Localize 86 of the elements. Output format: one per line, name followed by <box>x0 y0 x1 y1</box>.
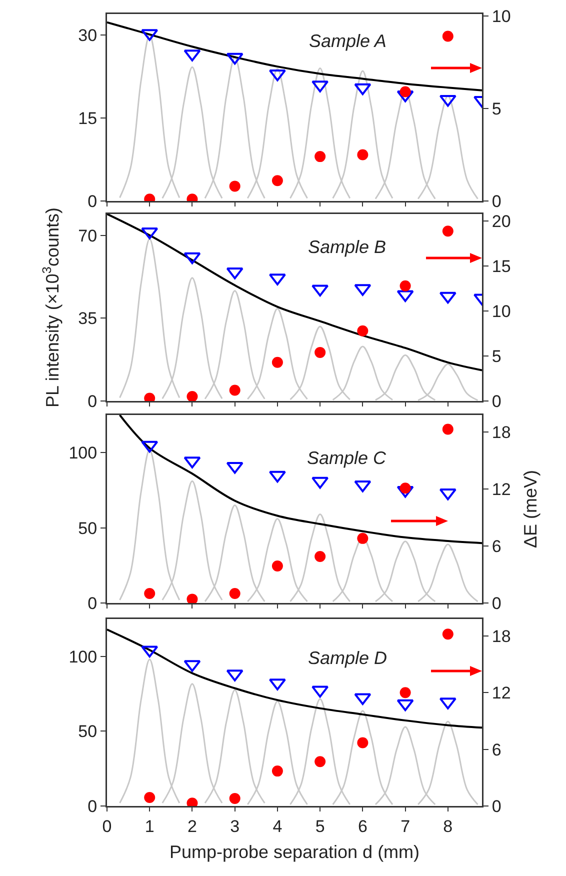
point <box>272 766 283 777</box>
point <box>314 346 326 358</box>
y2-tick-label: 18 <box>492 423 511 442</box>
y-tick-label: 35 <box>78 309 98 328</box>
point <box>357 532 368 544</box>
point <box>439 94 456 107</box>
line-series <box>107 21 482 92</box>
x-tick-label: 6 <box>358 816 368 836</box>
y-tick-label: 30 <box>78 26 98 45</box>
x-tick-label: 7 <box>400 816 410 836</box>
y2-tick-label: 18 <box>492 626 511 646</box>
y-tick-label: 70 <box>78 226 98 246</box>
point <box>442 628 454 640</box>
point <box>357 737 368 748</box>
point <box>354 83 372 96</box>
y-tick-label: 0 <box>88 192 98 211</box>
y2-axis-title: ΔE (meV) <box>520 470 541 548</box>
x-tick-label: 1 <box>144 816 154 836</box>
annotation: Sample C <box>307 448 388 468</box>
point <box>272 356 283 368</box>
x-axis-title: Pump-probe separation d (mm) <box>169 842 420 862</box>
point <box>442 424 454 435</box>
y2-tick-label: 0 <box>492 392 502 411</box>
x-tick-label: 3 <box>230 816 240 836</box>
y2-tick-label: 12 <box>492 684 511 703</box>
y-tick-label: 100 <box>68 444 98 463</box>
point <box>272 560 283 572</box>
point <box>400 280 411 292</box>
x-tick-label: 5 <box>315 816 325 836</box>
y-tick-label: 0 <box>88 392 98 411</box>
y2-tick-label: 10 <box>492 6 511 26</box>
point <box>442 30 454 42</box>
y-tick-label: 50 <box>78 722 98 742</box>
line-series <box>118 415 482 544</box>
point <box>184 252 201 264</box>
y2-tick-label: 6 <box>492 740 502 760</box>
y2-tick-label: 5 <box>492 99 502 118</box>
point <box>312 476 329 489</box>
point <box>229 384 240 396</box>
point <box>439 292 456 304</box>
annotation: Sample D <box>308 648 388 668</box>
point <box>357 149 368 160</box>
y2-tick-label: 10 <box>492 302 511 322</box>
x-tick-label: 8 <box>443 816 453 836</box>
point <box>442 226 454 237</box>
x-tick-label: 4 <box>272 816 282 836</box>
point <box>400 687 411 698</box>
point <box>314 550 326 562</box>
point <box>396 486 414 498</box>
line-series <box>107 628 482 729</box>
x-tick-label: 0 <box>102 816 112 836</box>
point <box>314 756 326 768</box>
point <box>268 470 286 483</box>
point <box>354 693 372 706</box>
point <box>312 686 329 698</box>
point <box>186 594 198 603</box>
point <box>357 325 368 336</box>
y2-tick-label: 5 <box>492 347 502 366</box>
point <box>312 284 329 297</box>
y2-tick-label: 15 <box>492 257 511 276</box>
x-tick-label: 2 <box>187 816 197 836</box>
y-tick-label: 50 <box>78 518 98 538</box>
y2-tick-label: 0 <box>492 594 502 613</box>
y2-tick-label: 6 <box>492 536 502 556</box>
y-tick-label: 100 <box>68 647 98 666</box>
annotation: Sample A <box>309 31 386 51</box>
y2-tick-label: 12 <box>492 480 511 500</box>
annotation: Sample B <box>308 237 386 257</box>
y-tick-label: 0 <box>88 796 98 816</box>
point <box>141 440 158 453</box>
point <box>226 52 244 65</box>
point <box>229 588 240 600</box>
point <box>314 151 326 162</box>
y-tick-label: 15 <box>78 108 98 128</box>
point <box>186 391 198 401</box>
point <box>144 588 156 600</box>
point <box>229 180 240 192</box>
y2-tick-label: 0 <box>492 192 502 211</box>
point <box>144 792 156 803</box>
point <box>396 699 414 712</box>
y2-tick-label: 20 <box>492 212 511 232</box>
y2-tick-label: 0 <box>492 796 502 816</box>
point <box>272 175 283 186</box>
y-tick-label: 0 <box>88 594 98 613</box>
line-series <box>107 214 482 372</box>
point <box>229 792 240 804</box>
